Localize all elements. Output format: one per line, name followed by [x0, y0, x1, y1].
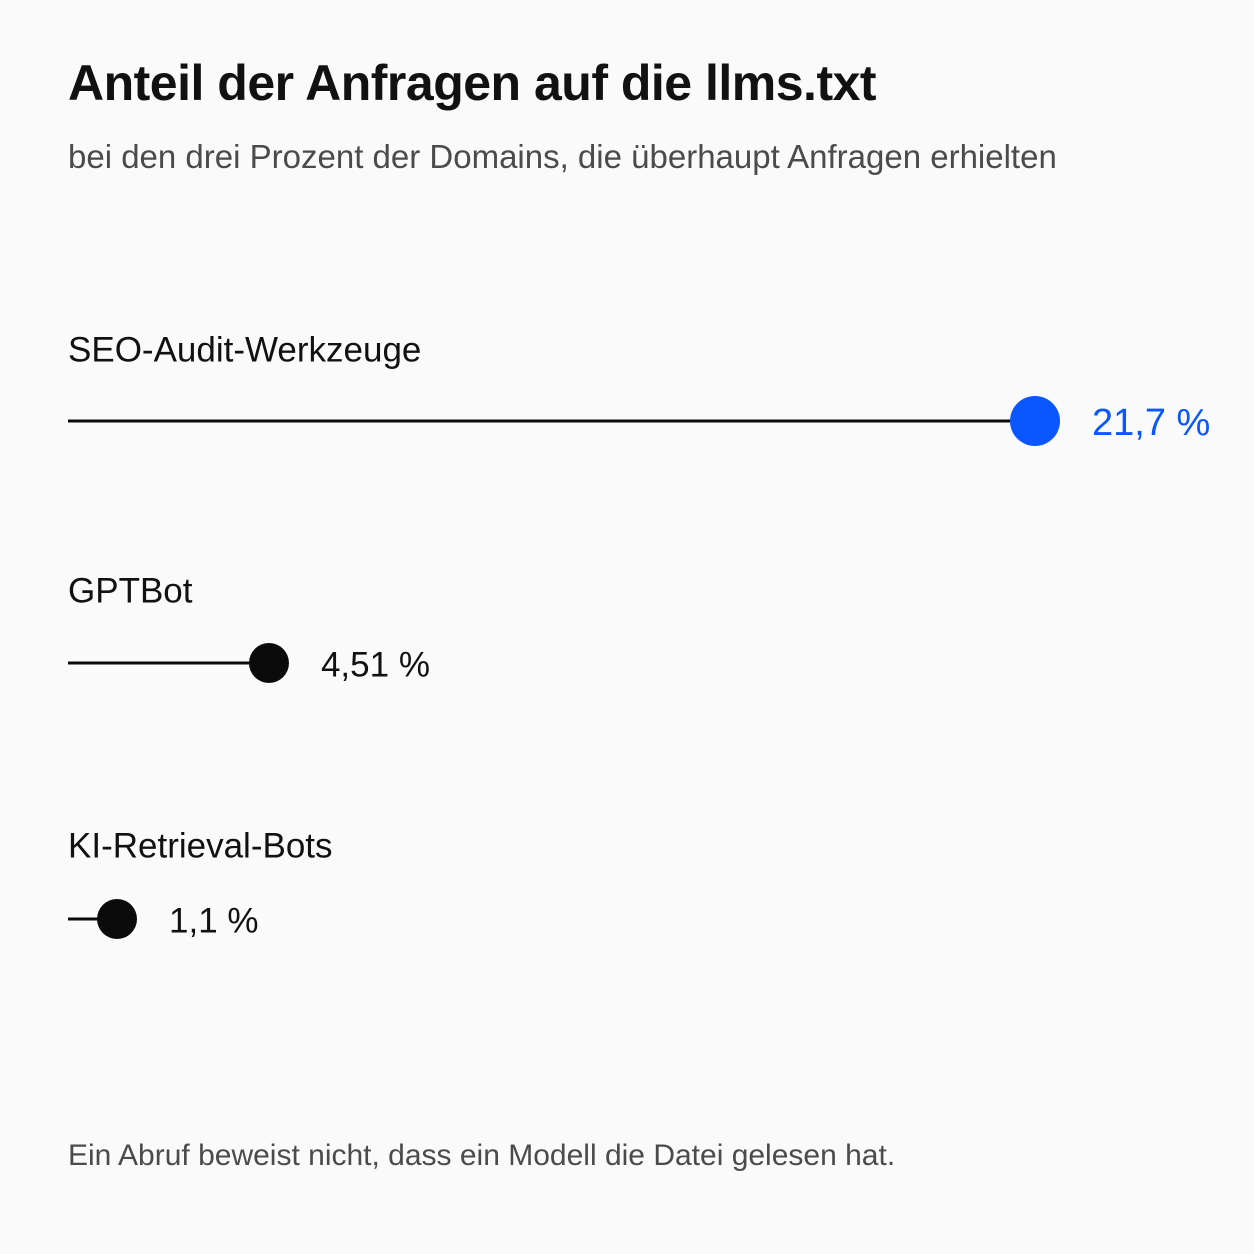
category-label: GPTBot	[68, 571, 193, 610]
lollipop-dot	[248, 643, 289, 683]
category-label: SEO-Audit-Werkzeuge	[68, 330, 421, 369]
value-label: 4,51 %	[321, 645, 430, 684]
value-label: 21,7 %	[1092, 402, 1210, 444]
category-label: KI-Retrieval-Bots	[68, 826, 333, 865]
value-label: 1,1 %	[169, 901, 259, 940]
lollipop-dot	[97, 899, 138, 939]
lollipop-dot	[1010, 396, 1060, 446]
chart-subtitle: bei den drei Prozent der Domains, die üb…	[68, 138, 1057, 175]
chart-footnote: Ein Abruf beweist nicht, dass ein Modell…	[68, 1139, 896, 1172]
chart-title: Anteil der Anfragen auf die llms.txt	[68, 55, 877, 111]
